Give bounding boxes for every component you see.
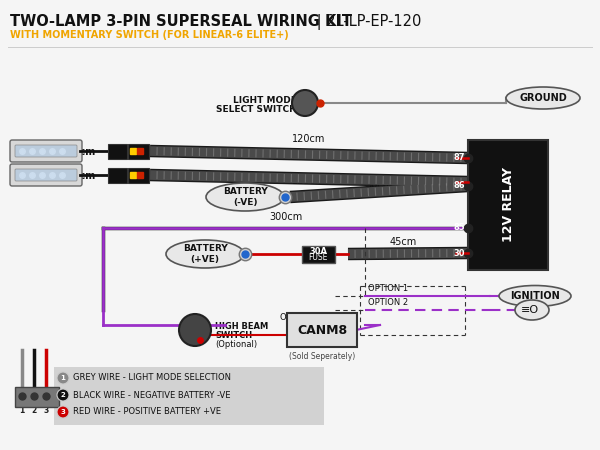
Text: CANM8: CANM8 [297, 324, 347, 337]
FancyBboxPatch shape [128, 167, 149, 183]
Text: 12V RELAY: 12V RELAY [502, 167, 515, 243]
Text: OPTION 3: OPTION 3 [280, 313, 320, 322]
Text: GROUND: GROUND [519, 93, 567, 103]
Text: BATTERY
(-VE): BATTERY (-VE) [223, 187, 268, 207]
Text: HIGH BEAM: HIGH BEAM [215, 322, 268, 331]
Text: 30cm: 30cm [67, 147, 96, 157]
FancyBboxPatch shape [287, 313, 357, 347]
Text: 300cm: 300cm [269, 212, 302, 222]
Ellipse shape [506, 87, 580, 109]
Text: RED WIRE - POSITIVE BATTERY +VE: RED WIRE - POSITIVE BATTERY +VE [73, 408, 221, 417]
Text: BLACK WIRE - NEGATIVE BATTERY -VE: BLACK WIRE - NEGATIVE BATTERY -VE [73, 391, 230, 400]
Text: IGNITION: IGNITION [510, 291, 560, 301]
FancyBboxPatch shape [54, 367, 324, 425]
Text: TWO-LAMP 3-PIN SUPERSEAL WIRING KIT: TWO-LAMP 3-PIN SUPERSEAL WIRING KIT [10, 14, 352, 29]
Text: 3: 3 [43, 406, 49, 415]
Text: 85: 85 [454, 224, 465, 233]
Text: 87: 87 [454, 153, 465, 162]
Text: OPTION 1: OPTION 1 [368, 284, 408, 293]
FancyBboxPatch shape [15, 169, 77, 181]
Text: 2: 2 [31, 406, 37, 415]
Text: 2: 2 [61, 392, 65, 398]
Text: BATTERY
(+VE): BATTERY (+VE) [182, 244, 227, 264]
Text: | 2L-LP-EP-120: | 2L-LP-EP-120 [312, 14, 421, 30]
Circle shape [292, 90, 318, 116]
Text: LIGHT MODE: LIGHT MODE [233, 96, 297, 105]
FancyBboxPatch shape [468, 140, 548, 270]
Text: FUSE: FUSE [308, 253, 328, 262]
Ellipse shape [499, 285, 571, 306]
Text: OPTION 2: OPTION 2 [368, 298, 408, 307]
Text: 50cm: 50cm [365, 180, 392, 190]
Text: 120cm: 120cm [292, 176, 326, 186]
Text: ≡O: ≡O [521, 305, 539, 315]
Text: 1: 1 [19, 406, 25, 415]
Circle shape [57, 389, 69, 401]
FancyBboxPatch shape [15, 145, 77, 157]
Text: 86: 86 [454, 181, 465, 190]
Text: SWITCH: SWITCH [215, 331, 252, 340]
Text: 30A: 30A [309, 247, 327, 256]
Ellipse shape [166, 240, 244, 268]
FancyBboxPatch shape [302, 246, 335, 262]
Circle shape [57, 372, 69, 384]
Text: 30: 30 [454, 248, 465, 257]
Ellipse shape [206, 183, 284, 211]
Text: GREY WIRE - LIGHT MODE SELECTION: GREY WIRE - LIGHT MODE SELECTION [73, 374, 231, 382]
Circle shape [57, 406, 69, 418]
Text: (Sold Seperately): (Sold Seperately) [289, 352, 355, 361]
Text: WITH MOMENTARY SWITCH (FOR LINEAR-6 ELITE+): WITH MOMENTARY SWITCH (FOR LINEAR-6 ELIT… [10, 30, 289, 40]
FancyBboxPatch shape [107, 144, 127, 158]
FancyBboxPatch shape [10, 164, 82, 186]
Text: 120cm: 120cm [292, 134, 326, 144]
FancyBboxPatch shape [15, 387, 59, 407]
FancyBboxPatch shape [107, 167, 127, 183]
Circle shape [179, 314, 211, 346]
Text: (Optional): (Optional) [215, 340, 257, 349]
Text: 3: 3 [61, 409, 65, 415]
FancyBboxPatch shape [128, 144, 149, 158]
Ellipse shape [515, 300, 549, 320]
Text: 45cm: 45cm [389, 237, 416, 247]
FancyBboxPatch shape [10, 140, 82, 162]
Text: 30cm: 30cm [67, 171, 96, 181]
Text: SELECT SWITCH: SELECT SWITCH [216, 105, 297, 114]
Text: 1: 1 [61, 375, 65, 381]
